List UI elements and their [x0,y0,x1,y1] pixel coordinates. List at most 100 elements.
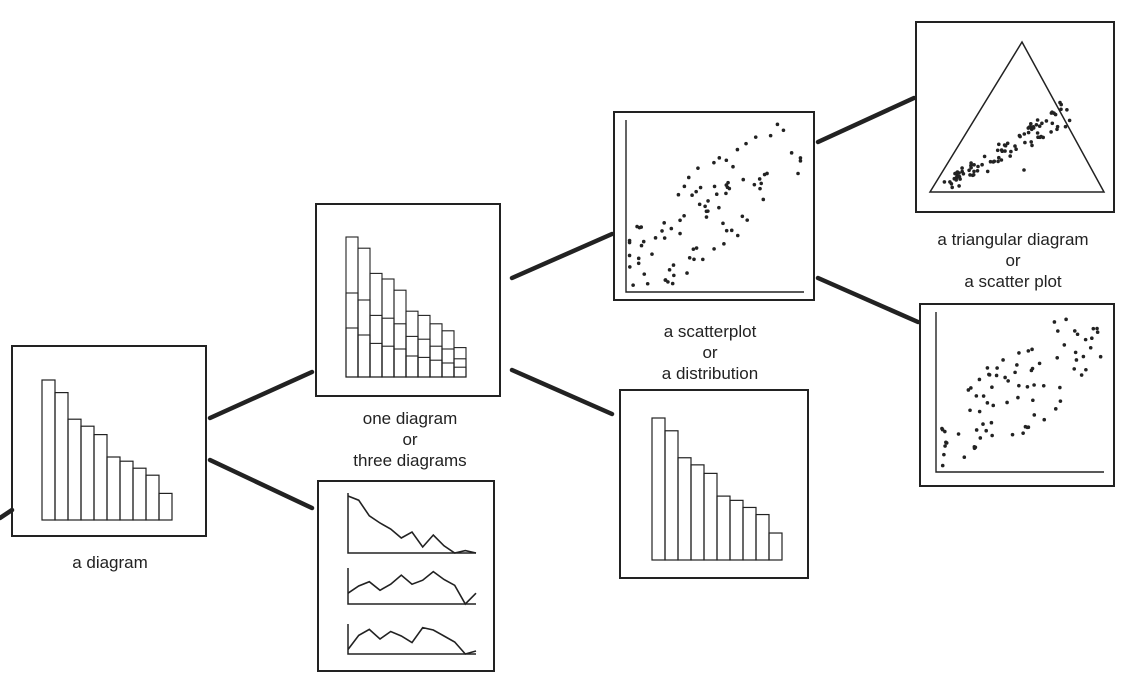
scatter-point-15 [704,215,709,219]
stacked-bar-5-segment-3 [393,348,407,378]
label-triangular-line-2: or [1005,251,1021,270]
scatter-point-24 [694,189,698,194]
scatter-point-34 [703,204,707,209]
scatter-point-70 [645,281,650,286]
scatter-point-14 [775,122,780,127]
scatter-point-40 [762,172,767,177]
scatter-frame [613,111,815,301]
scatter-point-9 [1072,367,1077,371]
scatter-point-2 [639,243,644,248]
node-one-or-three-diagrams [315,203,501,397]
triangle-point-77 [1053,112,1058,117]
scatter-point-49 [729,228,734,233]
label-scatterplot-line-2: or [702,343,718,362]
bar-8 [132,467,147,521]
scatter-point-51 [1074,358,1079,362]
scatter-point-55 [985,401,990,405]
scatter-point-52 [768,133,773,138]
scatter-point-38 [796,171,800,176]
scatter-point-70 [1073,350,1078,355]
triangle-point-82 [1039,134,1043,139]
node-three-line-diagrams [317,480,495,672]
triangle-point-24 [1026,130,1031,135]
triangle-point-79 [1022,132,1027,136]
scatter-point-41 [984,428,988,433]
triangle-point-28 [1003,149,1007,153]
triangle-point-86 [1059,102,1063,107]
scatter-point-40 [1055,355,1060,360]
triangle-point-51 [1055,124,1060,129]
stacked-bar-7-segment-1 [417,314,431,378]
scatter-point-33 [724,228,729,233]
stacked-bar-4-segment-2 [381,317,395,378]
scatter-point-63 [636,256,641,261]
triangular-frame [915,21,1115,213]
triangle-point-6 [982,154,987,159]
scatter-point-55 [761,197,766,202]
scatter-point-23 [692,257,696,262]
triangle-point-17 [999,158,1004,162]
triangle-point-88 [1049,111,1054,115]
scatter-point-54 [1095,330,1100,334]
connector-line-5 [509,367,615,417]
scatter-point-30 [969,386,973,390]
scatter-point-53 [627,253,632,258]
bar-3 [67,418,82,521]
triangle-point-60 [985,169,990,174]
scatter-point-15 [1030,347,1034,352]
triangle-point-84 [1034,123,1039,127]
connector-line-6 [815,95,917,145]
three-lines-frame [317,480,495,672]
stacked-bar-5-segment-1 [393,289,407,378]
connector-line-2 [207,369,315,421]
scatter-point-49 [974,394,979,398]
triangle-point-4 [1067,118,1072,123]
scatter-point-80 [745,218,750,222]
triangle-point-72 [960,166,964,170]
bar-6 [106,456,121,521]
scatter-point-57 [956,432,961,436]
scatter-point-79 [985,366,990,370]
scatter-point-66 [635,224,639,229]
scatter-axes [625,120,804,293]
scatter-point-60 [1030,366,1035,371]
bar-8 [742,506,757,561]
stacked-bar-5-segment-2 [393,323,407,378]
bar-10 [768,532,783,561]
scatter-point-8 [1037,361,1042,366]
bar-5 [93,434,108,521]
label-triangular-line-1: a triangular diagram [937,230,1089,249]
scatter-point-84 [789,151,794,155]
scatter-point-45 [943,429,947,434]
triangle-point-56 [967,168,971,173]
scatter-point-82 [1026,425,1031,430]
bar-7 [729,499,744,561]
stacked-bar-2-segment-3 [357,334,371,378]
scatter-point-83 [741,177,746,182]
triangle-point-90 [1049,130,1053,134]
scatter-point-17 [685,271,689,275]
scatter-point-21 [682,213,686,218]
scatter-point-68 [944,440,948,445]
scatter-point-33 [1064,317,1068,322]
distribution-frame [619,389,809,579]
connector-line-4 [509,231,615,281]
triangle-point-7 [1018,134,1022,139]
triangle-point-20 [976,164,980,169]
triangle-point-27 [1029,122,1033,126]
label-scatterplot-line-3: a distribution [661,364,759,383]
scatter-point-31 [962,455,967,460]
stacked-bar-8-segment-1 [429,323,443,378]
triangle-point-50 [1014,147,1018,151]
triangle-point-69 [969,161,973,165]
label-one-or-three-line-3: three diagrams [353,451,467,470]
stacked-bar-8-segment-2 [429,345,443,378]
connector-line-1 [0,507,15,521]
label-one-or-three-diagrams: one diagram or three diagrams [300,408,520,471]
scatter-point-18 [1091,326,1096,331]
stacked-bar-8-segment-3 [429,359,443,378]
bar-10 [158,492,173,521]
scatter-point-73 [757,177,762,181]
label-diagram: a diagram [10,552,210,573]
scatter-point-26 [1083,337,1088,342]
